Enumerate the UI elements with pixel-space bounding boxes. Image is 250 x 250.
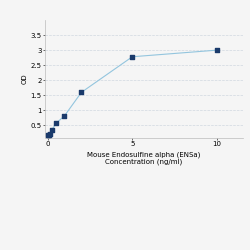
Point xyxy=(62,114,66,118)
Y-axis label: OD: OD xyxy=(22,74,28,84)
Point xyxy=(80,90,84,94)
Point xyxy=(46,134,50,138)
Point xyxy=(215,48,219,52)
X-axis label: Mouse Endosulfine alpha (ENSa)
Concentration (ng/ml): Mouse Endosulfine alpha (ENSa) Concentra… xyxy=(87,151,200,165)
Point xyxy=(54,121,58,125)
Point xyxy=(46,133,50,137)
Point xyxy=(48,132,52,136)
Point xyxy=(50,128,54,132)
Point xyxy=(130,55,134,59)
